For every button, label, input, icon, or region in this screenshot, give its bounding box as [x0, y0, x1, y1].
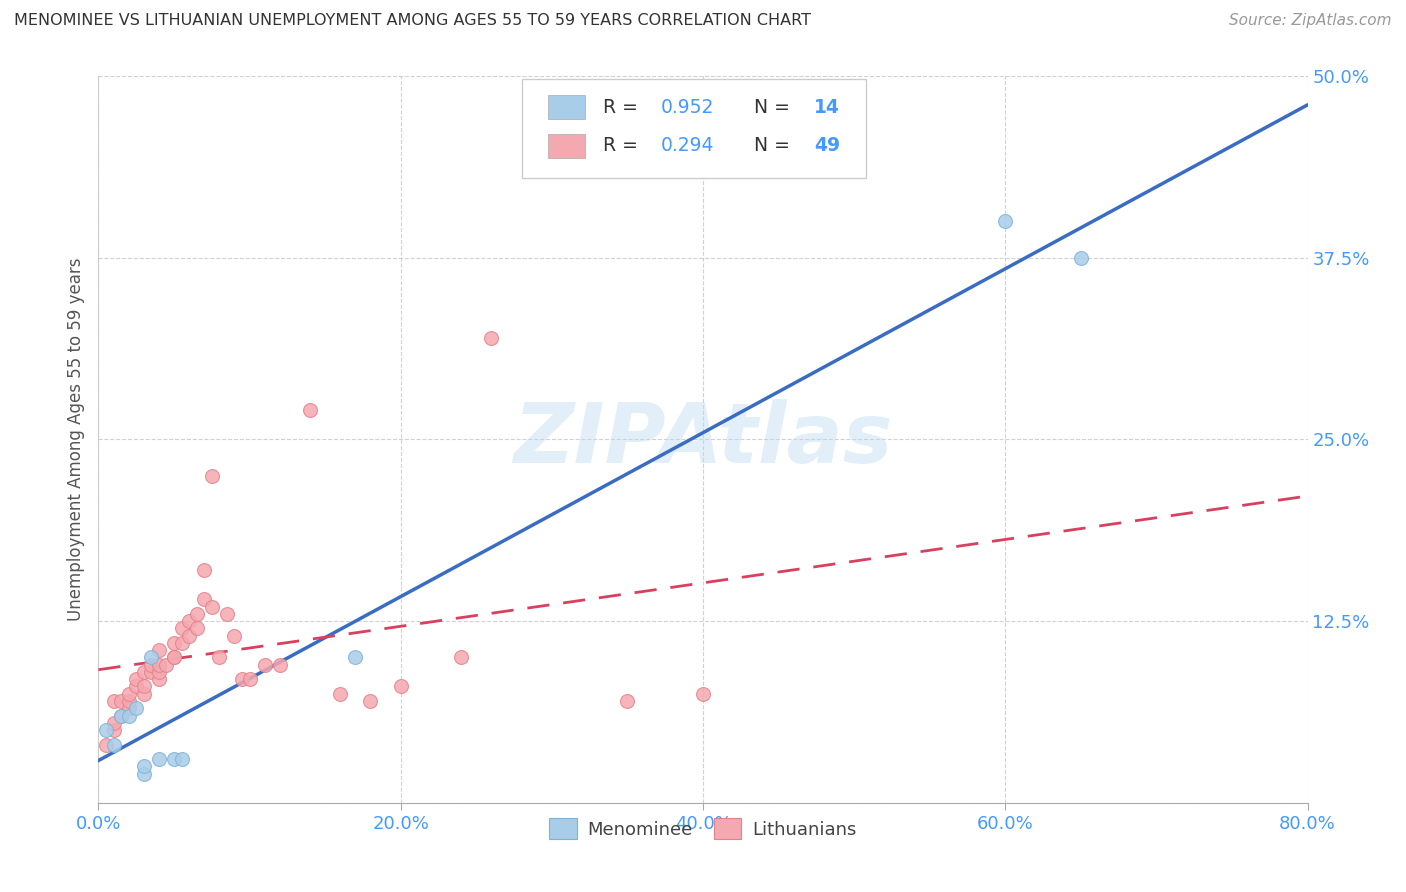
Point — [148, 665, 170, 679]
Text: 14: 14 — [814, 97, 841, 117]
Point — [103, 715, 125, 730]
Point — [186, 621, 208, 635]
Point — [132, 665, 155, 679]
Point — [208, 650, 231, 665]
Point — [125, 680, 148, 694]
Text: ZIPAtlas: ZIPAtlas — [513, 399, 893, 480]
Point — [118, 701, 141, 715]
Point — [94, 723, 117, 737]
Point — [103, 738, 125, 752]
Point — [201, 468, 224, 483]
Point — [118, 687, 141, 701]
Point — [132, 687, 155, 701]
Point — [103, 723, 125, 737]
Text: 0.952: 0.952 — [661, 97, 714, 117]
Point — [299, 403, 322, 417]
Point — [148, 643, 170, 657]
Point — [1070, 251, 1092, 265]
Point — [148, 752, 170, 766]
Point — [253, 657, 276, 672]
Text: 0.294: 0.294 — [661, 136, 714, 155]
Text: Source: ZipAtlas.com: Source: ZipAtlas.com — [1229, 13, 1392, 29]
Point — [141, 657, 163, 672]
Point — [110, 694, 132, 708]
Point — [118, 694, 141, 708]
Point — [155, 657, 177, 672]
Point — [94, 738, 117, 752]
Point — [125, 672, 148, 686]
Point — [994, 214, 1017, 228]
Text: R =: R = — [603, 136, 644, 155]
Point — [163, 650, 186, 665]
Point — [179, 614, 201, 628]
Point — [163, 636, 186, 650]
Point — [692, 687, 714, 701]
Point — [170, 636, 193, 650]
Point — [170, 621, 193, 635]
Y-axis label: Unemployment Among Ages 55 to 59 years: Unemployment Among Ages 55 to 59 years — [66, 258, 84, 621]
Point — [239, 672, 262, 686]
Point — [163, 650, 186, 665]
Point — [215, 607, 238, 621]
Text: MENOMINEE VS LITHUANIAN UNEMPLOYMENT AMONG AGES 55 TO 59 YEARS CORRELATION CHART: MENOMINEE VS LITHUANIAN UNEMPLOYMENT AMO… — [14, 13, 811, 29]
Point — [186, 607, 208, 621]
Point — [269, 657, 291, 672]
Point — [231, 672, 253, 686]
Point — [193, 592, 215, 607]
Text: N =: N = — [754, 97, 796, 117]
Point — [201, 599, 224, 614]
Point — [103, 694, 125, 708]
FancyBboxPatch shape — [522, 79, 866, 178]
Point — [193, 563, 215, 577]
Point — [481, 330, 503, 344]
Point — [329, 687, 352, 701]
Point — [148, 657, 170, 672]
Point — [125, 701, 148, 715]
Point — [118, 708, 141, 723]
Point — [163, 752, 186, 766]
Legend: Menominee, Lithuanians: Menominee, Lithuanians — [540, 809, 866, 848]
Text: 49: 49 — [814, 136, 841, 155]
Point — [179, 629, 201, 643]
Point — [616, 694, 638, 708]
Point — [141, 650, 163, 665]
Point — [148, 672, 170, 686]
Point — [450, 650, 472, 665]
Point — [141, 665, 163, 679]
Point — [132, 759, 155, 773]
FancyBboxPatch shape — [548, 134, 585, 158]
Point — [224, 629, 246, 643]
Point — [360, 694, 382, 708]
Text: R =: R = — [603, 97, 644, 117]
Point — [344, 650, 367, 665]
Point — [110, 708, 132, 723]
Text: N =: N = — [754, 136, 796, 155]
FancyBboxPatch shape — [548, 95, 585, 120]
Point — [132, 680, 155, 694]
Point — [132, 766, 155, 780]
Point — [389, 680, 412, 694]
Point — [170, 752, 193, 766]
Point — [110, 708, 132, 723]
